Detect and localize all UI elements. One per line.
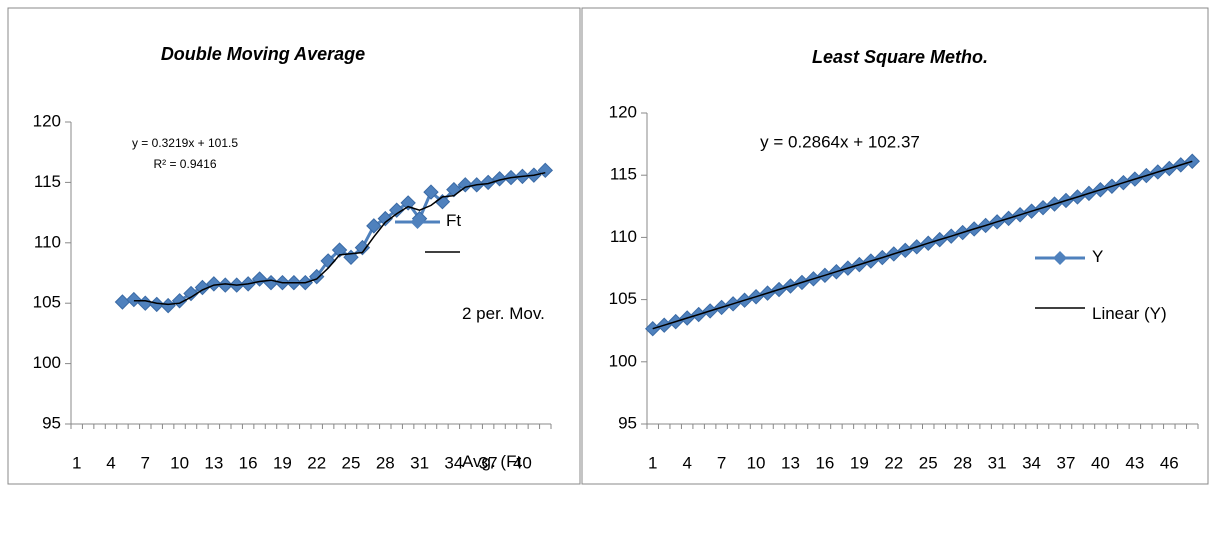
legend-marker: [1053, 251, 1067, 265]
data-marker: [217, 277, 233, 293]
x-tick-label: 34: [444, 453, 463, 472]
x-tick-label: 37: [1057, 453, 1076, 472]
x-tick-label: 1: [72, 453, 81, 472]
series-line: [652, 160, 1193, 330]
y-tick-label: 120: [609, 102, 637, 121]
trend-equation: R² = 0.9416: [153, 157, 216, 171]
page: Double Moving Average 95 100 105 110 115 120 1 4…: [7, 7, 1209, 485]
data-marker: [400, 195, 416, 211]
x-tick-label: 10: [170, 453, 189, 472]
y-tick-label: 115: [610, 165, 637, 184]
x-tick-label: 4: [682, 453, 691, 472]
x-tick-label: 28: [376, 453, 395, 472]
data-marker: [366, 218, 382, 234]
legend-label: Y: [1092, 247, 1104, 266]
x-tick-label: 19: [850, 453, 869, 472]
x-tick-label: 40: [513, 453, 532, 472]
x-tick-label: 16: [815, 453, 834, 472]
x-tick-label: 25: [919, 453, 938, 472]
y-tick-label: 110: [610, 227, 637, 246]
y-tick-label: 105: [33, 293, 61, 312]
x-tick-label: 34: [1022, 453, 1041, 472]
chart-title: Least Square Metho.: [812, 47, 988, 67]
legend-label: Linear (Y): [1092, 304, 1167, 323]
x-tick-label: 13: [204, 453, 223, 472]
trend-equation: y = 0.3219x + 101.5: [132, 136, 238, 150]
trend-equation: y = 0.2864x + 102.37: [760, 132, 920, 151]
x-tick-label: 13: [781, 453, 800, 472]
y-tick-label: 100: [33, 353, 61, 372]
data-marker: [491, 171, 508, 187]
y-tick-label: 120: [33, 111, 61, 130]
x-tick-label: 16: [239, 453, 258, 472]
y-tick-label: 110: [34, 232, 61, 251]
x-tick-label: 7: [141, 453, 150, 472]
y-tick-label: 95: [42, 413, 61, 432]
legend-label: 2 per. Mov. Avg. (Ft: [462, 304, 545, 471]
legend-marker: [410, 215, 425, 229]
y-tick-label: 115: [34, 172, 61, 191]
data-marker: [194, 279, 211, 296]
x-tick-label: 28: [953, 453, 972, 472]
data-marker: [389, 202, 405, 218]
data-marker: [434, 194, 451, 210]
data-marker: [480, 174, 496, 191]
data-marker: [137, 295, 153, 311]
data-marker: [377, 210, 393, 227]
legend-label: Ft: [446, 211, 462, 230]
data-marker: [457, 177, 473, 193]
y-tick-label: 100: [609, 351, 637, 370]
x-tick-label: 25: [342, 453, 361, 472]
x-tick-label: 7: [717, 453, 726, 472]
chart-title: Double Moving Average: [161, 44, 365, 64]
data-marker: [331, 242, 348, 258]
y-tick-label: 95: [618, 413, 637, 432]
x-tick-label: 10: [747, 453, 766, 472]
panel-border: [581, 7, 1209, 485]
x-tick-label: 37: [479, 453, 498, 472]
x-tick-label: 31: [988, 453, 1007, 472]
x-tick-label: 19: [273, 453, 292, 472]
x-tick-label: 31: [410, 453, 429, 472]
x-tick-label: 40: [1091, 453, 1110, 472]
data-marker: [423, 184, 439, 200]
y-tick-label: 105: [609, 289, 637, 308]
x-tick-label: 22: [884, 453, 903, 472]
panel-border: [7, 7, 581, 485]
x-tick-label: 43: [1125, 453, 1144, 472]
data-marker: [126, 291, 142, 308]
data-marker: [183, 285, 199, 302]
series-line: [133, 171, 546, 306]
x-tick-label: 1: [648, 453, 657, 472]
x-tick-label: 46: [1160, 453, 1179, 472]
data-marker: [114, 294, 131, 310]
x-tick-label: 22: [307, 453, 326, 472]
x-tick-label: 4: [106, 453, 115, 472]
